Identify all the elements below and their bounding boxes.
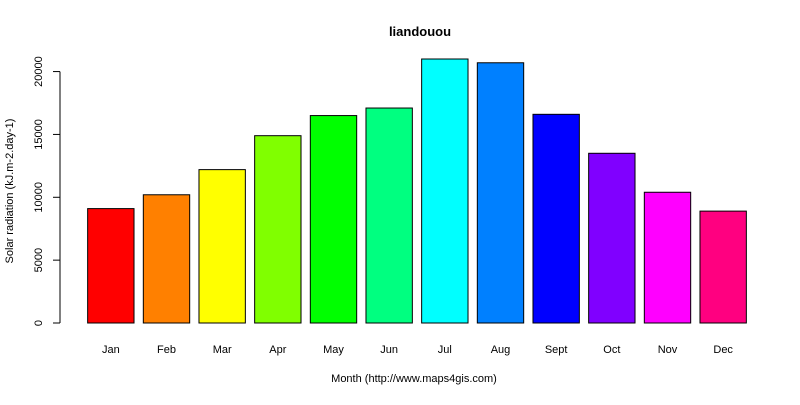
bar-feb (142, 194, 191, 324)
x-tick-label: Mar (213, 344, 232, 356)
bar-mar (198, 169, 246, 324)
x-tick-label: Dec (713, 344, 733, 356)
y-tick-label: 5000 (33, 248, 45, 272)
bar-jan (87, 208, 135, 324)
x-tick-label: May (323, 344, 344, 356)
bar-jul (421, 58, 469, 324)
x-tick-label: Jul (438, 344, 452, 356)
x-tick-label: Nov (658, 344, 678, 356)
bar-may (309, 115, 358, 324)
bar-nov (643, 191, 692, 324)
x-tick-label: Jun (380, 344, 398, 356)
x-tick-label: Oct (603, 344, 620, 356)
x-tick-label: Aug (491, 344, 511, 356)
chart-title: liandouou (389, 24, 451, 39)
y-tick-label: 20000 (33, 56, 45, 87)
bar-aug (476, 62, 525, 324)
bars-group (87, 58, 747, 324)
y-axis-label: Solar radiation (kJ.m-2.day-1) (4, 119, 16, 264)
bar-apr (254, 135, 302, 324)
x-tick-label: Jan (102, 344, 120, 356)
x-tick-label: Apr (269, 344, 286, 356)
y-tick-label: 10000 (33, 182, 45, 213)
x-tick-label: Feb (157, 344, 176, 356)
y-tick-label: 15000 (33, 119, 45, 150)
x-tick-labels: Jan Feb Mar Apr May Jun Jul Aug Sept Oct Nov Dec (102, 344, 733, 356)
bar-oct (588, 152, 636, 324)
x-tick-label: Sept (545, 344, 568, 356)
x-axis-label: Month (http://www.maps4gis.com) (331, 373, 497, 385)
bar-sept (532, 113, 580, 324)
y-tick-label: 0 (33, 320, 45, 326)
bar-jun (365, 107, 413, 324)
y-axis: 0 5000 10000 15000 20000 (33, 56, 61, 326)
bar-dec (699, 210, 747, 324)
